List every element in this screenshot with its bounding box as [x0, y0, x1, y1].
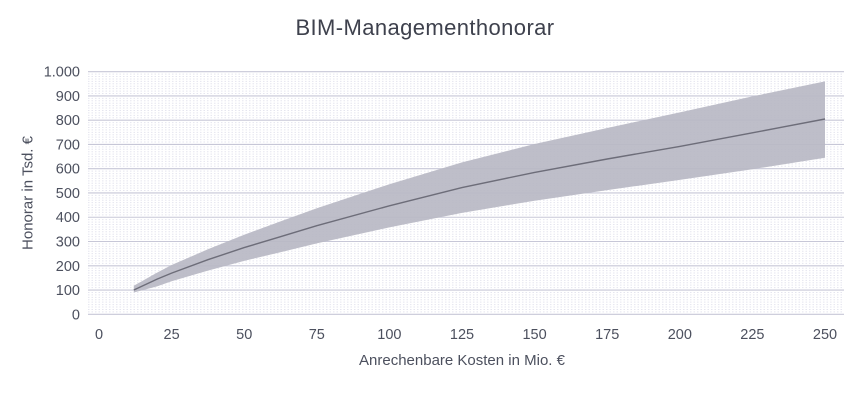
major-gridlines: [88, 71, 844, 315]
x-axis-title: Anrechenbare Kosten in Mio. €: [359, 352, 565, 369]
y-tick-labels: 0 100 200 300 400 500 600 700 800 900 1.000: [44, 65, 80, 324]
y-tick-label: 500: [56, 186, 80, 202]
y-tick-label: 0: [72, 307, 80, 323]
x-tick-label: 250: [813, 327, 837, 343]
x-tick-label: 125: [450, 327, 474, 343]
y-tick-label: 200: [56, 259, 80, 275]
x-tick-label: 200: [668, 327, 692, 343]
y-tick-label: 1.000: [44, 65, 80, 81]
x-tick-label: 150: [522, 327, 546, 343]
y-tick-label: 300: [56, 235, 80, 251]
x-tick-label: 75: [309, 327, 325, 343]
y-tick-label: 400: [56, 210, 80, 226]
chart-title: BIM-Managementhonorar: [295, 15, 555, 40]
x-tick-label: 225: [740, 327, 764, 343]
honorar-band: [133, 81, 826, 293]
x-tick-labels: 0 25 50 75 100 125 150 175 200 225 250: [95, 327, 837, 343]
x-tick-label: 25: [164, 327, 180, 343]
y-tick-label: 100: [56, 283, 80, 299]
y-tick-label: 900: [56, 89, 80, 105]
x-tick-label: 50: [236, 327, 252, 343]
minor-gridlines: [88, 73, 844, 313]
x-tick-label: 175: [595, 327, 619, 343]
honorar-mid-line: [133, 118, 826, 291]
x-tick-label: 100: [377, 327, 401, 343]
y-tick-label: 800: [56, 113, 80, 129]
x-tick-label: 0: [95, 327, 103, 343]
y-tick-label: 600: [56, 162, 80, 178]
y-tick-label: 700: [56, 137, 80, 153]
